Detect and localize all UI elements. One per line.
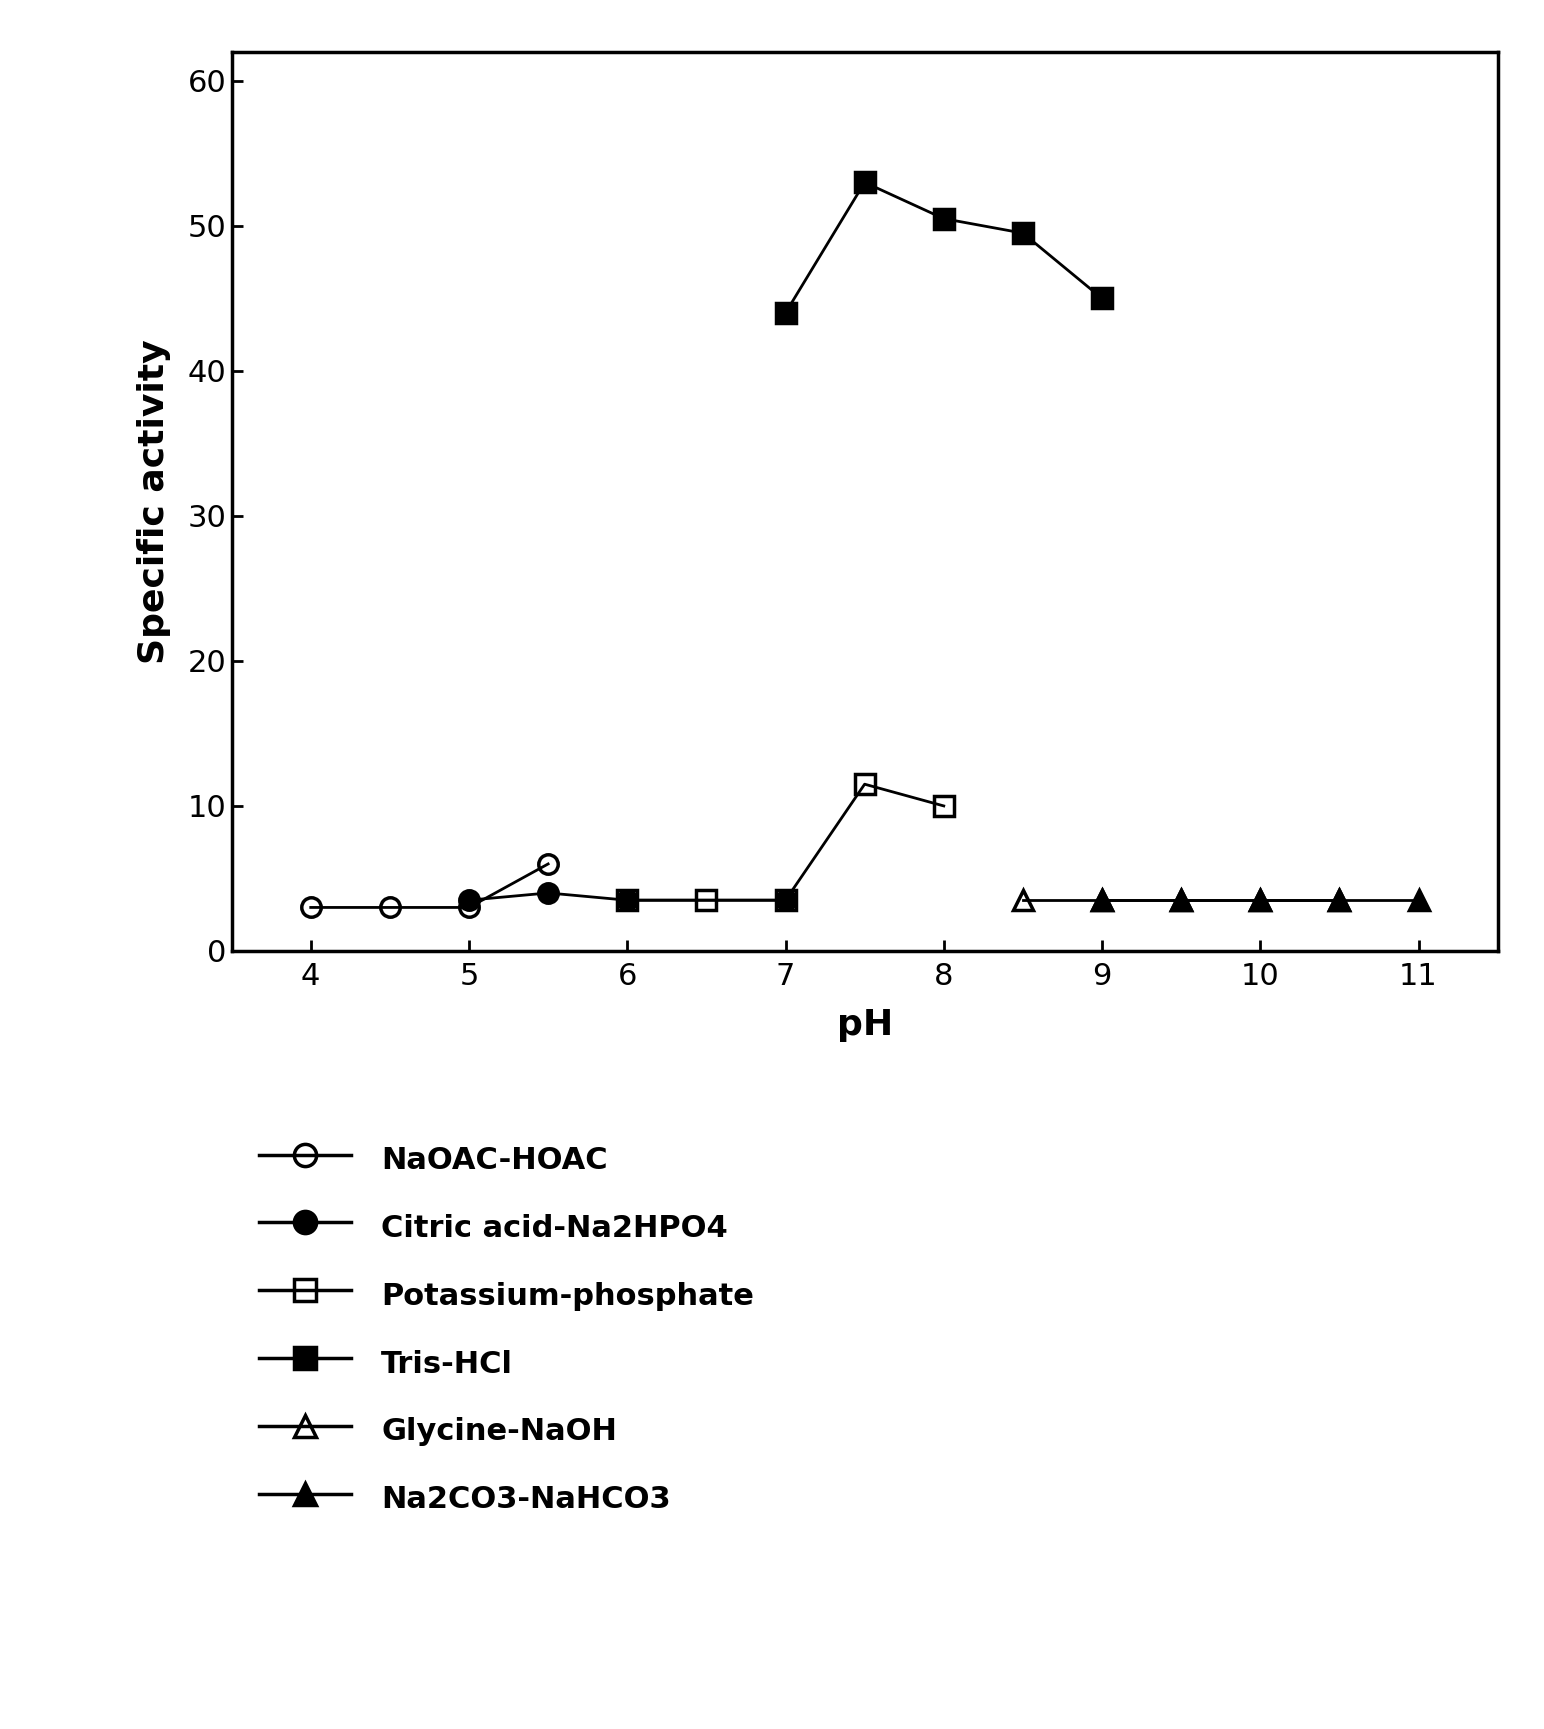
X-axis label: pH: pH	[837, 1008, 892, 1043]
Y-axis label: Specific activity: Specific activity	[137, 339, 171, 664]
Legend: NaOAC-HOAC, Citric acid-Na2HPO4, Potassium-phosphate, Tris-HCl, Glycine-NaOH, Na: NaOAC-HOAC, Citric acid-Na2HPO4, Potassi…	[247, 1127, 766, 1528]
